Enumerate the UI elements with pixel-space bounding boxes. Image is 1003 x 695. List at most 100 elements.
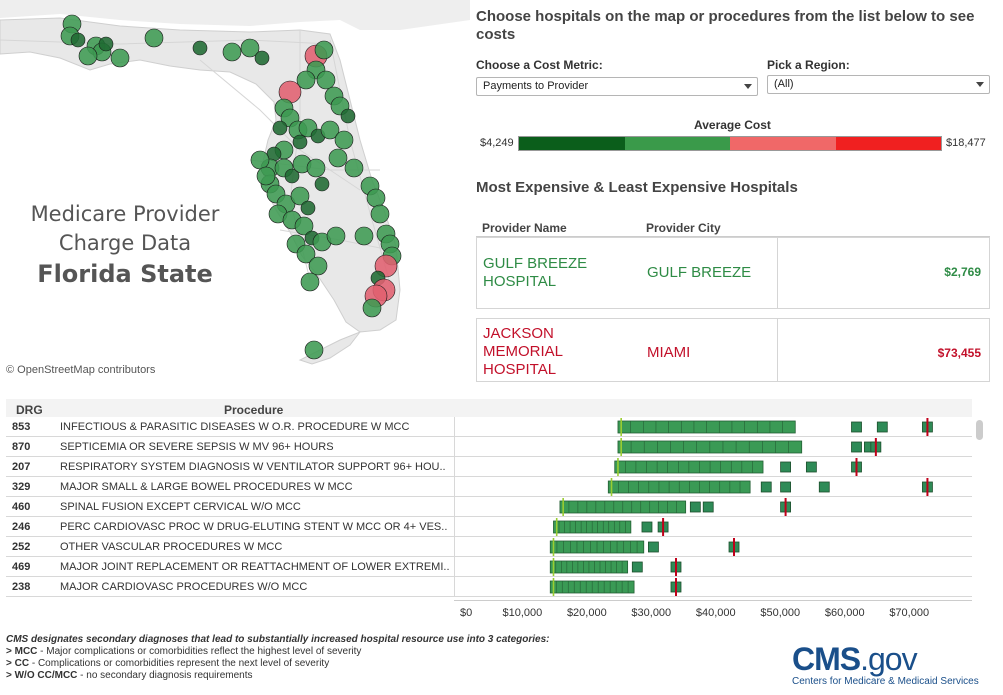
hospital-marker[interactable]	[70, 32, 86, 48]
hospital-marker[interactable]	[254, 50, 270, 66]
procedure-row[interactable]: 329 MAJOR SMALL & LARGE BOWEL PROCEDURES …	[6, 477, 972, 497]
hospital-cost-mark[interactable]	[851, 421, 862, 433]
procedure-name: OTHER VASCULAR PROCEDURES W MCC	[60, 541, 283, 553]
hospital-marker[interactable]	[222, 42, 242, 62]
hospital-marker[interactable]	[316, 70, 336, 90]
hospital-cost-mark[interactable]	[780, 481, 791, 493]
hospital-marker[interactable]	[340, 108, 356, 124]
hospital-marker[interactable]	[344, 158, 364, 178]
hospital-marker[interactable]	[366, 188, 386, 208]
procedure-row[interactable]: 469 MAJOR JOINT REPLACEMENT OR REATTACHME…	[6, 557, 972, 577]
average-cost-max: $18,477	[946, 137, 986, 149]
hospital-marker[interactable]	[300, 200, 316, 216]
legend-segment	[835, 137, 941, 150]
procedure-row[interactable]: 252 OTHER VASCULAR PROCEDURES W MCC	[6, 537, 972, 557]
procedure-row[interactable]: 238 MAJOR CARDIOVASC PROCEDURES W/O MCC	[6, 577, 972, 597]
hospital-marker[interactable]	[294, 216, 314, 236]
hospital-marker[interactable]	[314, 176, 330, 192]
average-cost-min: $4,249	[480, 137, 514, 149]
hospital-marker[interactable]	[256, 166, 276, 186]
hospital-cost-mark[interactable]	[631, 561, 643, 573]
florida-map[interactable]	[0, 0, 470, 385]
hospital-cost-mark[interactable]	[648, 541, 659, 553]
hospital-cost-mark[interactable]	[805, 461, 817, 473]
row-separator	[454, 497, 455, 517]
average-cost-legend	[518, 136, 942, 151]
region-select[interactable]: (All)	[767, 75, 990, 94]
least-expensive-row[interactable]: GULF BREEZE HOSPITAL GULF BREEZE $2,769	[476, 237, 990, 309]
hospital-cost-mark[interactable]	[702, 501, 714, 513]
hospital-marker[interactable]	[314, 40, 334, 60]
hospital-marker[interactable]	[292, 134, 308, 150]
header-divider	[476, 236, 990, 237]
procedures-header: DRG Procedure	[6, 399, 972, 417]
cms-logo-text: CMS	[792, 641, 861, 677]
hospital-marker[interactable]	[110, 48, 130, 68]
hospital-marker[interactable]	[296, 70, 316, 90]
procedures-scrollbar[interactable]	[975, 418, 985, 598]
procedure-row[interactable]: 207 RESPIRATORY SYSTEM DIAGNOSIS W VENTIL…	[6, 457, 972, 477]
hospital-marker[interactable]	[98, 36, 114, 52]
hospital-marker[interactable]	[300, 272, 320, 292]
procedure-row[interactable]: 246 PERC CARDIOVASC PROC W DRUG-ELUTING S…	[6, 517, 972, 537]
procedure-row[interactable]: 460 SPINAL FUSION EXCEPT CERVICAL W/O MCC	[6, 497, 972, 517]
hospital-marker[interactable]	[304, 340, 324, 360]
hospital-cost-mark[interactable]	[851, 441, 862, 453]
provider-city: MIAMI	[647, 344, 691, 361]
map-title-line2: Charge Data	[58, 231, 192, 255]
hospital-cost-mark[interactable]	[641, 521, 653, 533]
hospital-marker[interactable]	[308, 256, 328, 276]
hospital-marker[interactable]	[306, 158, 326, 178]
hospital-marker[interactable]	[334, 130, 354, 150]
legend-segment	[624, 137, 730, 150]
drg-code: 853	[12, 421, 31, 433]
hospital-cost-mark[interactable]	[760, 481, 772, 493]
cost-distribution-chart[interactable]	[454, 417, 972, 599]
col-provider-name: Provider Name	[482, 221, 567, 235]
hospital-marker[interactable]	[240, 38, 260, 58]
hospital-marker[interactable]	[290, 186, 310, 206]
prompt-title: Choose hospitals on the map or procedure…	[476, 8, 975, 43]
hospital-marker[interactable]	[144, 28, 164, 48]
map-panel[interactable]: Medicare Provider Charge Data Florida St…	[0, 0, 470, 385]
footnote-wo: > W/O CC/MCC - no secondary diagnosis re…	[6, 670, 253, 681]
procedure-name: SEPTICEMIA OR SEVERE SEPSIS W MV 96+ HOU…	[60, 441, 334, 453]
hospital-marker[interactable]	[192, 40, 208, 56]
hospital-marker[interactable]	[296, 244, 316, 264]
cost-metric-select[interactable]: Payments to Provider	[476, 77, 758, 96]
footnote-mcc: > MCC - Major complications or comorbidi…	[6, 646, 362, 657]
procedure-row[interactable]: 870 SEPTICEMIA OR SEVERE SEPSIS W MV 96+ …	[6, 437, 972, 457]
hospital-marker[interactable]	[272, 120, 288, 136]
procedure-name: PERC CARDIOVASC PROC W DRUG-ELUTING STEN…	[60, 521, 448, 533]
hospital-marker[interactable]	[354, 226, 374, 246]
hospital-marker[interactable]	[78, 46, 98, 66]
drg-code: 329	[12, 481, 31, 493]
x-axis-tick-label: $0	[460, 607, 473, 619]
hospital-marker[interactable]	[326, 226, 346, 246]
x-axis-tick-label: $70,000	[889, 607, 930, 619]
cms-logo-gov: .gov	[860, 641, 917, 677]
cms-logo[interactable]: CMS.gov Centers for Medicare & Medicaid …	[792, 642, 979, 687]
provider-cost: $73,455	[937, 346, 981, 360]
hospital-marker[interactable]	[250, 150, 270, 170]
col-drg: DRG	[16, 403, 43, 417]
chevron-down-icon	[744, 84, 752, 89]
row-separator	[454, 417, 455, 437]
hospital-cost-mark[interactable]	[876, 421, 888, 433]
row-separator	[454, 577, 455, 597]
hospital-marker[interactable]	[320, 120, 340, 140]
hospital-marker[interactable]	[328, 148, 348, 168]
x-axis-line	[454, 600, 972, 601]
hospital-cost-mark[interactable]	[780, 461, 791, 473]
hospital-marker[interactable]	[362, 298, 382, 318]
scrollbar-thumb[interactable]	[976, 420, 983, 440]
procedure-row[interactable]: 853 INFECTIOUS & PARASITIC DISEASES W O.R…	[6, 417, 972, 437]
hospital-marker[interactable]	[370, 204, 390, 224]
hospital-marker[interactable]	[284, 168, 300, 184]
osm-credit[interactable]: © OpenStreetMap contributors	[6, 364, 156, 376]
hospital-cost-mark[interactable]	[818, 481, 830, 493]
most-expensive-row[interactable]: JACKSON MEMORIAL HOSPITAL MIAMI $73,455	[476, 318, 990, 382]
row-separator	[454, 537, 455, 557]
hospital-markers[interactable]	[60, 14, 402, 360]
hospital-cost-mark[interactable]	[689, 501, 701, 513]
